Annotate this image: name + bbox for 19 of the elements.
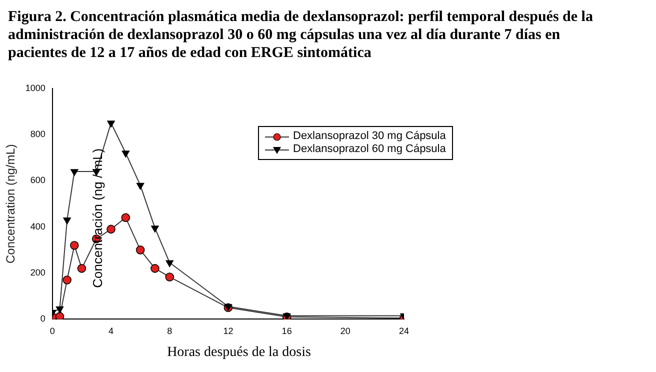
y-tick-label: 800 [30, 129, 46, 140]
x-tick-label: 12 [223, 326, 234, 336]
y-tick-label: 600 [30, 175, 46, 186]
y-tick-label: 200 [30, 268, 46, 278]
x-tick-label: 16 [282, 326, 292, 336]
y-tick-label: 1000 [25, 82, 46, 93]
chart-title: Figura 2. Concentración plasmática media de dexlansoprazol: perfil temporal después de la administración de dexlansoprazol 30 o 60 mg cápsulas una vez al día durante 7 días en pacientes de 12 a 17 años de edad con ERGE sintomática [8, 8, 594, 62]
x-tick-label: 0 [50, 326, 55, 336]
x-tick-label: 4 [108, 326, 114, 336]
x-tick-label: 20 [340, 326, 350, 336]
y-tick-label: 400 [30, 221, 46, 232]
y-tick-label: 0 [40, 314, 46, 324]
x-axis-title: Horas después de la dosis [166, 345, 312, 361]
legend-label: Dexlansoprazol 60 mg Cápsula [293, 143, 446, 156]
y-axis-title: Concentration (ng/mL) [4, 144, 18, 264]
legend-label: Dexlansoprazol 30 mg Cápsula [293, 130, 446, 143]
x-tick-label: 24 [398, 326, 410, 336]
x-tick-label: 8 [167, 326, 172, 336]
annotation: Concentración (ng / mL) [90, 148, 105, 288]
